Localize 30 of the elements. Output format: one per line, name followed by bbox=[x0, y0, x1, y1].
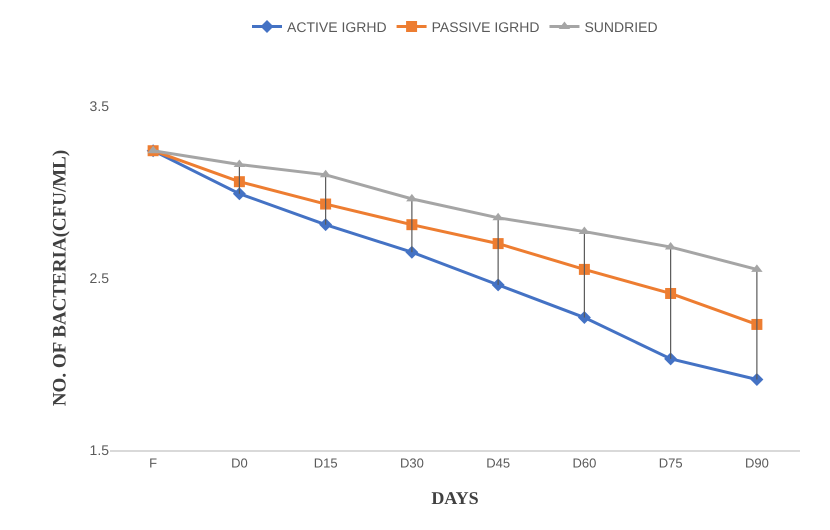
x-tick-label: D90 bbox=[744, 455, 769, 470]
point bbox=[406, 219, 418, 230]
legend-label: PASSIVE IGRHD bbox=[432, 18, 540, 35]
y-tick-label: 3.5 bbox=[90, 98, 110, 114]
x-tick-label: D45 bbox=[486, 455, 510, 470]
y-tick-label: 1.5 bbox=[90, 442, 110, 458]
x-tick-label: D75 bbox=[658, 455, 683, 470]
x-tick-label: D0 bbox=[231, 455, 248, 470]
point bbox=[234, 176, 245, 188]
point bbox=[664, 352, 678, 366]
y-tick-label: 2.5 bbox=[90, 270, 110, 286]
y-axis-title: NO. OF BACTERIA(CFU/ML) bbox=[49, 150, 70, 406]
point bbox=[578, 264, 590, 275]
point bbox=[405, 246, 418, 259]
point bbox=[750, 372, 764, 386]
x-axis-title: DAYS bbox=[431, 488, 479, 508]
point bbox=[320, 198, 332, 210]
point bbox=[665, 288, 676, 299]
point bbox=[492, 238, 504, 250]
legend-label: ACTIVE IGRHD bbox=[287, 18, 387, 35]
x-tick-label: D15 bbox=[314, 455, 338, 470]
x-tick-label: D30 bbox=[400, 455, 424, 470]
point bbox=[319, 218, 332, 232]
point bbox=[578, 311, 591, 324]
point bbox=[492, 278, 505, 292]
point bbox=[232, 187, 246, 200]
x-tick-label: F bbox=[149, 455, 158, 470]
point bbox=[751, 318, 762, 330]
x-tick-label: D60 bbox=[572, 455, 596, 470]
legend-label: SUNDRIED bbox=[584, 18, 658, 35]
